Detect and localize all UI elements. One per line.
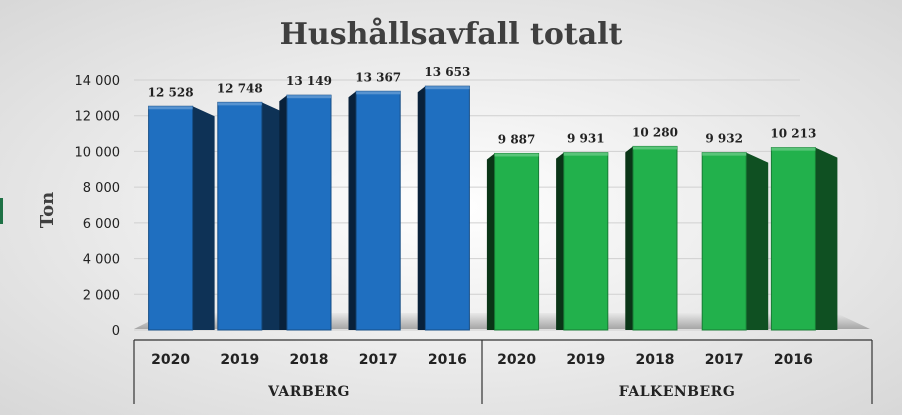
- bar: 9 932: [701, 132, 769, 331]
- data-label: 12 748: [217, 81, 263, 95]
- data-label: 13 149: [286, 74, 332, 88]
- category-label: 2017: [359, 352, 398, 368]
- bar-side: [348, 91, 357, 330]
- bar-top: [633, 146, 677, 150]
- bar-front: [355, 90, 401, 331]
- bar-top: [771, 147, 816, 151]
- data-label: 9 931: [567, 132, 605, 146]
- bar-front: [217, 101, 263, 331]
- bar-side: [625, 146, 633, 330]
- bar: 13 367: [348, 70, 401, 331]
- category-label: 2019: [220, 352, 259, 368]
- data-label: 9 932: [705, 132, 743, 146]
- bar-front: [424, 85, 470, 331]
- bar-top: [702, 152, 747, 156]
- bar-top: [148, 106, 193, 110]
- bar-front: [148, 105, 194, 331]
- data-label: 10 280: [632, 125, 678, 139]
- bar-side: [417, 86, 426, 330]
- bar-side: [192, 106, 215, 331]
- category-axis: 2020 2019 2018 2017 2016 2020 2019 2018 2017 2016…: [133, 339, 873, 404]
- bar-front: [632, 145, 678, 331]
- bar: 9 931: [556, 132, 609, 331]
- y-tick-label: 4 000: [83, 253, 120, 268]
- data-label: 13 367: [355, 70, 401, 84]
- y-tick-label: 12 000: [75, 110, 121, 125]
- bar-front: [770, 147, 816, 331]
- data-label: 9 887: [498, 132, 536, 146]
- y-tick-label: 0: [112, 324, 120, 339]
- bar-side: [486, 153, 495, 330]
- bar-top: [356, 91, 401, 95]
- bar: 13 149: [279, 74, 332, 331]
- y-tick-label: 10 000: [75, 145, 121, 160]
- bar-side: [556, 152, 564, 330]
- bar-front: [286, 94, 332, 331]
- bar: 12 528: [148, 85, 215, 331]
- y-axis-label: Ton: [37, 192, 58, 228]
- bar-top: [287, 95, 331, 99]
- bar: 9 887: [486, 132, 540, 331]
- group-label: VARBERG: [267, 384, 350, 400]
- bar: 10 213: [770, 127, 838, 331]
- bar-top: [494, 153, 539, 157]
- bar-side: [815, 147, 838, 330]
- bar-top: [563, 152, 608, 156]
- category-label: 2018: [636, 352, 675, 368]
- category-label: 2018: [290, 352, 329, 368]
- data-label: 10 213: [770, 127, 816, 141]
- category-label: 2016: [774, 352, 813, 368]
- bar-side: [261, 102, 284, 330]
- bar: 13 653: [417, 65, 470, 331]
- bar-top: [217, 102, 262, 106]
- category-label: 2019: [566, 352, 605, 368]
- data-label: 12 528: [148, 85, 194, 99]
- y-tick-label: 6 000: [83, 217, 120, 232]
- bar-front: [701, 152, 747, 331]
- bar-top: [425, 86, 470, 90]
- bar-front: [494, 152, 540, 331]
- chart-title: Hushållsavfall totalt: [280, 17, 623, 52]
- bar-side: [279, 95, 287, 330]
- data-label: 13 653: [424, 65, 470, 79]
- bars: 12 528 12 748 13 149 13 367 13 653 9 887 9 931…: [148, 65, 838, 331]
- bar-side: [746, 152, 769, 330]
- bar-front: [563, 152, 609, 331]
- bar: 12 748: [217, 81, 284, 331]
- y-tick-label: 8 000: [83, 181, 120, 196]
- bar: 10 280: [625, 125, 678, 331]
- category-label: 2017: [705, 352, 744, 368]
- y-tick-label: 14 000: [75, 74, 121, 89]
- category-label: 2016: [428, 352, 467, 368]
- category-label: 2020: [497, 352, 536, 368]
- y-axis-ticks: 0 2 000 4 000 6 000 8 000 10 000 12 000 14 000: [75, 74, 121, 339]
- y-tick-label: 2 000: [83, 288, 120, 303]
- category-label: 2020: [151, 352, 190, 368]
- group-label: FALKENBERG: [619, 384, 736, 400]
- edge-marker: [0, 198, 3, 224]
